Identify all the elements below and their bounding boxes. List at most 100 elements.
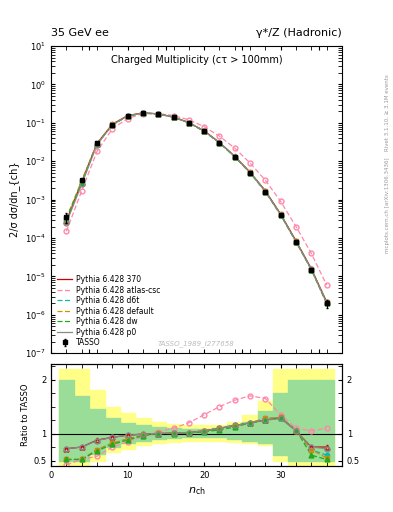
Pythia 6.428 d6t [79, 178, 84, 184]
Pythia 6.428 default [125, 113, 130, 119]
Pythia 6.428 default [171, 114, 176, 120]
Pythia 6.428 d6t [64, 216, 69, 222]
Pythia 6.428 370 [79, 179, 84, 185]
Pythia 6.428 dw [187, 120, 191, 126]
Pythia 6.428 d6t [202, 128, 206, 134]
Pythia 6.428 atlas-csc [217, 133, 222, 139]
Pythia 6.428 atlas-csc [64, 228, 69, 234]
Y-axis label: Ratio to TASSO: Ratio to TASSO [21, 383, 30, 446]
Pythia 6.428 d6t [125, 113, 130, 119]
Pythia 6.428 default [141, 110, 145, 116]
Pythia 6.428 default [263, 188, 268, 194]
Pythia 6.428 d6t [217, 140, 222, 146]
Pythia 6.428 p0 [217, 140, 222, 146]
Pythia 6.428 atlas-csc [294, 223, 298, 229]
Pythia 6.428 default [79, 178, 84, 184]
Pythia 6.428 d6t [141, 110, 145, 116]
Text: γ*/Z (Hadronic): γ*/Z (Hadronic) [256, 28, 342, 38]
Pythia 6.428 dw [64, 216, 69, 222]
Pythia 6.428 dw [278, 212, 283, 218]
Pythia 6.428 default [187, 120, 191, 126]
Pythia 6.428 atlas-csc [125, 115, 130, 121]
Pythia 6.428 370 [156, 111, 161, 117]
Pythia 6.428 d6t [156, 111, 161, 117]
Pythia 6.428 d6t [171, 114, 176, 120]
Pythia 6.428 dw [324, 300, 329, 306]
Pythia 6.428 p0 [125, 113, 130, 119]
Pythia 6.428 p0 [141, 110, 145, 116]
Pythia 6.428 dw [248, 170, 252, 176]
Pythia 6.428 370 [278, 211, 283, 217]
Pythia 6.428 default [156, 111, 161, 117]
Pythia 6.428 370 [110, 121, 115, 127]
Pythia 6.428 p0 [202, 128, 206, 134]
Pythia 6.428 dw [263, 188, 268, 195]
Line: Pythia 6.428 370: Pythia 6.428 370 [66, 113, 327, 302]
Pythia 6.428 d6t [324, 300, 329, 306]
Pythia 6.428 p0 [156, 111, 161, 117]
Pythia 6.428 dw [156, 111, 161, 117]
Pythia 6.428 atlas-csc [187, 117, 191, 123]
X-axis label: $n_\mathrm{ch}$: $n_\mathrm{ch}$ [187, 485, 206, 497]
Pythia 6.428 370 [294, 238, 298, 244]
Pythia 6.428 atlas-csc [324, 282, 329, 288]
Pythia 6.428 d6t [309, 266, 314, 272]
Pythia 6.428 d6t [110, 121, 115, 127]
Line: Pythia 6.428 atlas-csc: Pythia 6.428 atlas-csc [66, 114, 327, 285]
Pythia 6.428 370 [64, 218, 69, 224]
Pythia 6.428 atlas-csc [202, 123, 206, 130]
Pythia 6.428 370 [324, 298, 329, 305]
Pythia 6.428 p0 [171, 114, 176, 120]
Pythia 6.428 370 [125, 113, 130, 119]
Pythia 6.428 370 [263, 188, 268, 194]
Pythia 6.428 d6t [187, 120, 191, 126]
Pythia 6.428 p0 [187, 119, 191, 125]
Pythia 6.428 p0 [294, 239, 298, 245]
Pythia 6.428 dw [110, 122, 115, 128]
Pythia 6.428 default [202, 128, 206, 134]
Text: mcplots.cern.ch [arXiv:1306.3436]: mcplots.cern.ch [arXiv:1306.3436] [385, 157, 390, 252]
Pythia 6.428 atlas-csc [232, 145, 237, 151]
Pythia 6.428 atlas-csc [309, 250, 314, 257]
Pythia 6.428 d6t [278, 211, 283, 218]
Pythia 6.428 default [217, 139, 222, 145]
Pythia 6.428 370 [248, 169, 252, 175]
Pythia 6.428 dw [294, 239, 298, 245]
Pythia 6.428 atlas-csc [248, 160, 252, 166]
Pythia 6.428 370 [309, 266, 314, 272]
Pythia 6.428 d6t [294, 238, 298, 244]
Pythia 6.428 dw [171, 114, 176, 120]
Pythia 6.428 atlas-csc [79, 188, 84, 194]
Pythia 6.428 default [232, 154, 237, 160]
Pythia 6.428 dw [95, 141, 99, 147]
Line: Pythia 6.428 dw: Pythia 6.428 dw [66, 113, 327, 303]
Pythia 6.428 370 [202, 128, 206, 134]
Pythia 6.428 atlas-csc [141, 111, 145, 117]
Text: TASSO_1989_I277658: TASSO_1989_I277658 [158, 340, 235, 347]
Pythia 6.428 default [95, 140, 99, 146]
Pythia 6.428 atlas-csc [278, 198, 283, 204]
Pythia 6.428 370 [187, 119, 191, 125]
Text: Rivet 3.1.10, ≥ 3.1M events: Rivet 3.1.10, ≥ 3.1M events [385, 74, 390, 151]
Text: 35 GeV ee: 35 GeV ee [51, 28, 109, 38]
Pythia 6.428 atlas-csc [95, 148, 99, 155]
Pythia 6.428 default [309, 266, 314, 272]
Pythia 6.428 p0 [278, 212, 283, 218]
Pythia 6.428 p0 [79, 181, 84, 187]
Pythia 6.428 370 [95, 140, 99, 146]
Pythia 6.428 p0 [324, 300, 329, 306]
Pythia 6.428 default [294, 238, 298, 244]
Pythia 6.428 p0 [263, 188, 268, 195]
Pythia 6.428 dw [79, 179, 84, 185]
Legend: Pythia 6.428 370, Pythia 6.428 atlas-csc, Pythia 6.428 d6t, Pythia 6.428 default: Pythia 6.428 370, Pythia 6.428 atlas-csc… [55, 273, 162, 350]
Pythia 6.428 atlas-csc [156, 111, 161, 117]
Pythia 6.428 dw [217, 140, 222, 146]
Line: Pythia 6.428 d6t: Pythia 6.428 d6t [66, 113, 327, 303]
Line: Pythia 6.428 default: Pythia 6.428 default [66, 113, 327, 303]
Pythia 6.428 p0 [110, 122, 115, 128]
Pythia 6.428 d6t [263, 188, 268, 195]
Pythia 6.428 default [110, 121, 115, 127]
Pythia 6.428 atlas-csc [171, 113, 176, 119]
Pythia 6.428 p0 [232, 154, 237, 160]
Pythia 6.428 atlas-csc [110, 126, 115, 132]
